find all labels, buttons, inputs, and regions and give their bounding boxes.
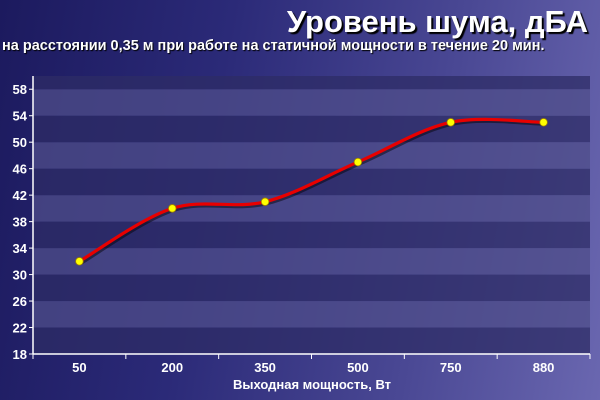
y-tick-label: 46 — [13, 162, 27, 177]
y-tick-label: 18 — [13, 347, 27, 362]
grid-band — [33, 76, 590, 90]
data-point — [260, 197, 270, 206]
x-tick-label: 500 — [347, 360, 369, 375]
y-tick-label: 26 — [13, 294, 27, 309]
grid-bands — [33, 76, 590, 354]
grid-band — [33, 301, 590, 328]
y-tick-label: 58 — [13, 82, 27, 97]
y-tick-labels: 18 22 26 30 34 38 42 46 50 54 58 — [13, 82, 28, 362]
grid-band — [33, 274, 590, 302]
grid-band — [33, 248, 590, 275]
grid-band — [33, 195, 590, 222]
axes — [29, 76, 591, 359]
y-tick-label: 22 — [13, 321, 27, 336]
series-line-shadow — [79, 118, 546, 265]
grid-band — [33, 142, 590, 169]
grid-band — [33, 89, 590, 116]
series-line-path — [78, 117, 544, 263]
data-point — [446, 118, 455, 127]
y-tick-label: 42 — [13, 188, 27, 203]
data-point — [353, 157, 363, 167]
grid-band — [33, 221, 590, 249]
y-tick-label: 38 — [13, 215, 27, 230]
chart-subtitle: на расстоянии 0,35 м при работе на стати… — [2, 38, 545, 54]
y-tick-label: 50 — [13, 135, 27, 150]
grid-band — [33, 327, 590, 354]
data-markers — [75, 118, 548, 266]
y-tick-label: 34 — [13, 241, 28, 256]
x-tick-label: 880 — [533, 360, 555, 375]
x-tick-label: 200 — [161, 360, 183, 375]
y-tick-label: 30 — [13, 268, 27, 283]
chart-title: Уровень шума, дБА — [286, 4, 588, 39]
x-tick-label: 50 — [72, 360, 86, 375]
x-tick-labels: 50 200 350 500 750 880 — [72, 360, 554, 375]
data-point — [75, 257, 84, 266]
series-line — [78, 117, 546, 265]
y-tick-label: 54 — [13, 109, 28, 124]
x-tick-label: 350 — [254, 360, 276, 375]
data-point — [168, 204, 177, 213]
data-point — [539, 118, 548, 127]
x-axis-label: Выходная мощность, Вт — [233, 377, 391, 392]
grid-band — [33, 168, 590, 196]
x-tick-label: 750 — [440, 360, 462, 375]
